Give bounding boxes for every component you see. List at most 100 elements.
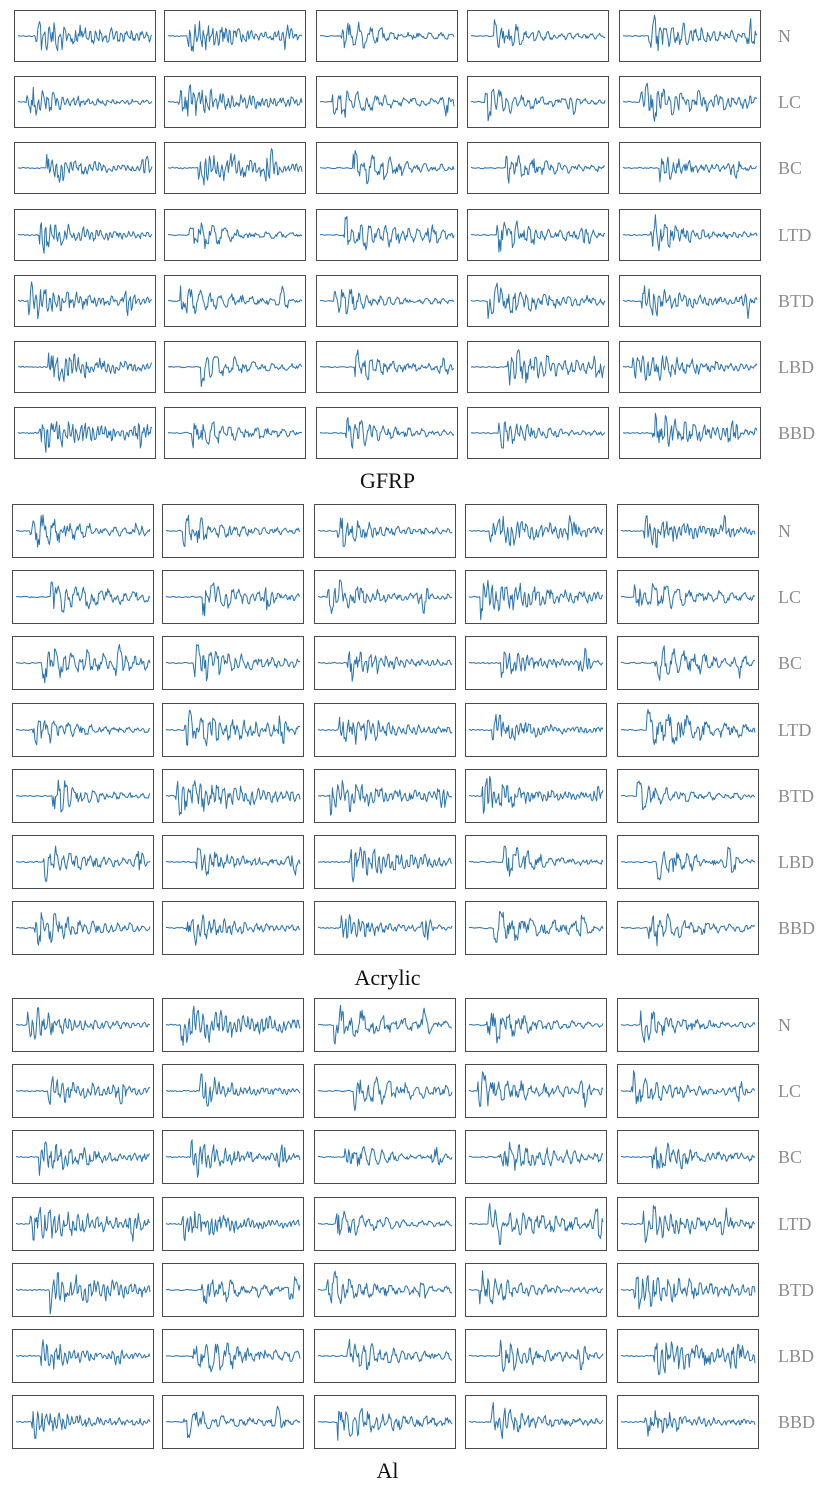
waveform-line — [167, 148, 303, 186]
waveform-panel — [314, 1196, 456, 1251]
waveform-panel — [14, 407, 156, 460]
waveform-plot — [468, 579, 604, 621]
waveform-plot — [620, 1204, 756, 1243]
waveform-plot — [620, 1341, 756, 1376]
waveform-line — [620, 645, 756, 682]
waveform-panel — [467, 407, 609, 460]
waveform-line — [620, 1341, 756, 1376]
waveform-plot — [165, 847, 301, 876]
waveform-panel — [162, 636, 304, 691]
waveform-line — [621, 1142, 756, 1170]
waveform-panel — [316, 10, 458, 62]
waveform-line — [317, 914, 453, 941]
waveform-plot — [620, 645, 756, 682]
waveform-panel — [619, 10, 761, 62]
waveform-line — [167, 20, 303, 52]
waveform-panel — [617, 504, 759, 558]
waveform-plot — [168, 221, 303, 249]
waveform-panel — [619, 76, 761, 129]
waveform-plot — [165, 779, 301, 816]
waveform-panel — [619, 142, 761, 195]
waveform-plot — [319, 21, 455, 49]
waveform-line — [166, 514, 301, 547]
waveform-plot — [470, 349, 606, 386]
waveform-line — [15, 1076, 151, 1106]
waveform-line — [468, 1071, 604, 1109]
waveform-line — [17, 154, 153, 184]
waveform-panel — [164, 208, 306, 261]
waveform-panel — [164, 341, 306, 393]
waveform-panel — [162, 504, 304, 558]
waveform-plot — [16, 1271, 151, 1315]
waveform-plot — [18, 86, 153, 116]
waveform-panel — [162, 1130, 304, 1185]
waveform-plot — [468, 648, 604, 679]
waveform-plot — [165, 644, 301, 682]
waveform-panel — [314, 835, 456, 889]
waveform-line — [470, 88, 606, 122]
waveform-line — [620, 1010, 756, 1043]
waveform-line — [15, 1141, 151, 1177]
waveform-plot — [468, 911, 604, 944]
waveform-plot — [17, 21, 153, 52]
waveform-plot — [317, 1407, 453, 1441]
waveform-line — [622, 355, 758, 382]
waveform-plot — [468, 1270, 604, 1305]
waveform-line — [622, 213, 758, 251]
waveform-line — [623, 412, 758, 448]
waveform-panel — [619, 274, 761, 327]
waveform-plot — [620, 1410, 756, 1437]
waveform-line — [167, 421, 303, 449]
waveform-panel — [617, 1395, 759, 1450]
waveform-panel — [465, 1130, 607, 1185]
waveform-panel — [617, 1130, 759, 1185]
waveform-panel — [162, 1196, 304, 1251]
waveform-line — [165, 582, 300, 617]
waveform-plot — [317, 914, 453, 941]
waveform-line — [168, 285, 303, 314]
waveform-line — [470, 19, 606, 49]
waveform-panel — [617, 901, 759, 956]
row-label: LC — [778, 92, 802, 113]
waveform-plot — [622, 355, 758, 382]
waveform-line — [468, 1402, 604, 1440]
waveform-panel — [314, 570, 456, 625]
waveform-plot — [319, 215, 455, 250]
waveform-panel — [316, 407, 458, 460]
waveform-line — [317, 517, 453, 547]
waveform-plot — [15, 912, 151, 946]
waveform-line — [17, 281, 153, 319]
waveform-panel — [316, 142, 458, 195]
waveform-line — [620, 1410, 756, 1437]
waveform-line — [167, 84, 303, 117]
waveform-plot — [620, 1274, 756, 1310]
waveform-plot — [166, 914, 301, 946]
waveform-plot — [15, 1076, 151, 1106]
waveform-panel — [164, 10, 306, 62]
waveform-line — [317, 779, 453, 816]
waveform-panel — [467, 10, 609, 62]
waveform-line — [165, 847, 301, 876]
waveform-panel — [12, 1130, 154, 1185]
waveform-line — [317, 1004, 453, 1045]
waveform-line — [165, 1276, 301, 1304]
waveform-plot — [166, 514, 301, 547]
waveform-line — [319, 90, 455, 119]
waveform-panel — [314, 1329, 456, 1383]
waveform-panel — [467, 341, 609, 393]
waveform-line — [318, 1270, 453, 1304]
waveform-panel — [14, 10, 156, 62]
row-label: LTD — [778, 1213, 812, 1234]
waveform-line — [468, 1339, 604, 1373]
waveform-panel — [617, 636, 759, 691]
waveform-plot — [166, 1405, 301, 1439]
waveform-plot — [622, 213, 758, 251]
waveform-plot — [317, 716, 453, 745]
waveform-plot — [15, 581, 151, 613]
section-title: Acrylic — [354, 965, 421, 990]
waveform-line — [17, 21, 153, 52]
waveform-panel — [316, 76, 458, 129]
waveform-panel — [14, 341, 156, 393]
waveform-line — [470, 219, 606, 253]
row-label: N — [778, 26, 791, 46]
